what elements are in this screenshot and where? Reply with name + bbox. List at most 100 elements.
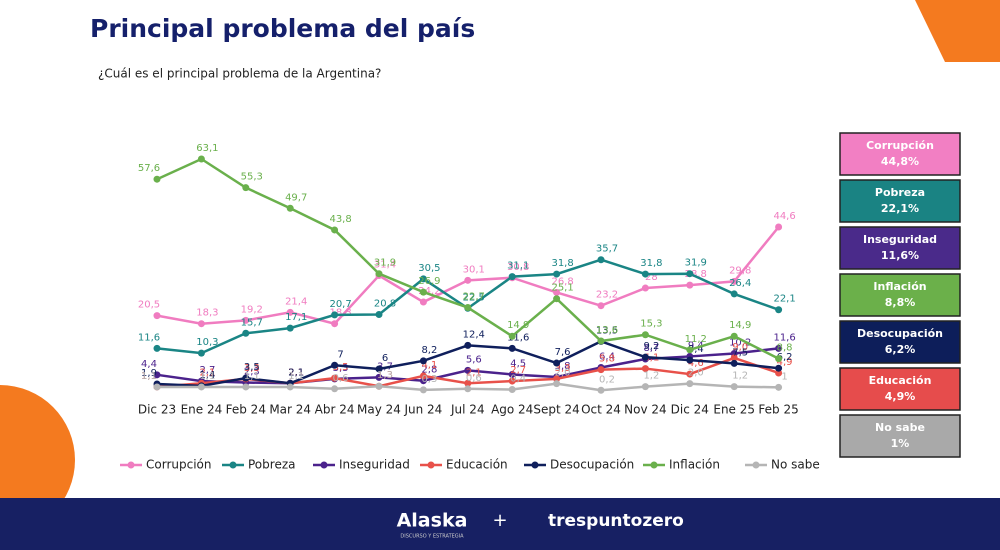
- data-label: 0,6: [466, 373, 482, 384]
- data-label: 4,1: [421, 360, 437, 371]
- point: [730, 359, 738, 367]
- data-label: 22,5: [463, 292, 485, 303]
- data-label: 11,6: [773, 332, 795, 343]
- point: [419, 275, 427, 283]
- data-label: 31,4: [374, 260, 396, 271]
- x-tick-label: Dic 24: [671, 403, 709, 417]
- data-label: 1,4: [199, 370, 215, 381]
- point: [153, 312, 161, 320]
- point: [775, 383, 783, 391]
- point: [597, 302, 605, 310]
- data-label: 15,3: [640, 319, 662, 330]
- legend-label: Inseguridad: [339, 458, 410, 472]
- x-tick-label: Nov 24: [624, 403, 667, 417]
- data-label: 3,5: [333, 362, 349, 373]
- data-label: 2,3: [244, 367, 260, 378]
- legend-label: Educación: [446, 458, 508, 472]
- point: [331, 226, 339, 234]
- point: [197, 349, 205, 357]
- point: [597, 337, 605, 345]
- data-label: 43,8: [329, 214, 351, 225]
- data-label: 0,3: [421, 374, 437, 385]
- data-label: 4,6: [688, 358, 704, 369]
- data-label: 4,5: [510, 358, 526, 369]
- point: [331, 385, 339, 393]
- point: [197, 383, 205, 391]
- subtitle: ¿Cuál es el principal problema de la Arg…: [98, 67, 381, 81]
- data-label: 25,1: [551, 283, 573, 294]
- point: [775, 306, 783, 314]
- point: [419, 288, 427, 296]
- data-label: 15,7: [241, 317, 263, 328]
- data-label: 1,3: [377, 370, 393, 381]
- point: [730, 332, 738, 340]
- data-label: 30,8: [507, 262, 529, 273]
- point: [553, 270, 561, 278]
- point: [419, 386, 427, 394]
- data-label: 2,1: [466, 367, 482, 378]
- summary-box: [839, 320, 961, 364]
- data-label: 1: [781, 371, 787, 382]
- data-label: 6,2: [777, 352, 793, 363]
- data-label: 8,8: [777, 343, 793, 354]
- point: [375, 270, 383, 278]
- point: [331, 374, 339, 382]
- title: Principal problema del país: [90, 14, 475, 43]
- point: [242, 383, 250, 391]
- data-label: 35,7: [596, 244, 618, 255]
- data-label: 4,9: [777, 357, 793, 368]
- point: [508, 377, 516, 385]
- point: [686, 346, 694, 354]
- point: [464, 379, 472, 387]
- point: [730, 383, 738, 391]
- summary-label: Corrupción: [866, 139, 934, 152]
- data-label: 3,3: [333, 363, 349, 374]
- plus: +: [492, 510, 507, 531]
- summary-label: Desocupación: [857, 327, 943, 340]
- point: [464, 385, 472, 393]
- data-label: 3,5: [244, 362, 260, 373]
- data-label: 1,1: [199, 371, 215, 382]
- data-label: 1,1: [141, 371, 157, 382]
- point: [508, 386, 516, 394]
- legend-swatch: [531, 461, 539, 469]
- point: [375, 373, 383, 381]
- point: [553, 359, 561, 367]
- point: [775, 364, 783, 372]
- point: [730, 277, 738, 285]
- data-label: 8,4: [688, 344, 704, 355]
- data-label: 0,4: [510, 374, 526, 385]
- data-label: 31,9: [685, 258, 707, 269]
- point: [286, 308, 294, 316]
- point: [508, 332, 516, 340]
- data-label: 44,6: [773, 211, 795, 222]
- data-label: 22,1: [773, 294, 795, 305]
- data-label: 4,4: [141, 359, 157, 370]
- point: [775, 344, 783, 352]
- x-tick-label: Feb 25: [758, 403, 798, 417]
- brand: trespuntozero: [548, 511, 684, 531]
- legend-swatch: [650, 461, 658, 469]
- point: [197, 155, 205, 163]
- point: [464, 366, 472, 374]
- point: [464, 304, 472, 312]
- summary-box: [839, 367, 961, 411]
- data-label: 31,8: [551, 258, 573, 269]
- point: [375, 382, 383, 390]
- legend-swatch: [320, 461, 328, 469]
- point: [419, 372, 427, 380]
- legend-swatch: [127, 461, 135, 469]
- point: [686, 370, 694, 378]
- point: [153, 371, 161, 379]
- summary-box: [839, 179, 961, 223]
- data-label: 11,6: [138, 332, 160, 343]
- point: [464, 276, 472, 284]
- data-label: 7,6: [555, 347, 571, 358]
- data-label: 13,6: [596, 325, 618, 336]
- x-tick-label: Ago 24: [491, 403, 533, 417]
- data-label: 24,2: [418, 286, 440, 297]
- data-label: 9,2: [643, 341, 659, 352]
- data-label: 5,6: [466, 354, 482, 365]
- data-label: 2,1: [288, 367, 304, 378]
- x-tick-label: Sept 24: [533, 403, 579, 417]
